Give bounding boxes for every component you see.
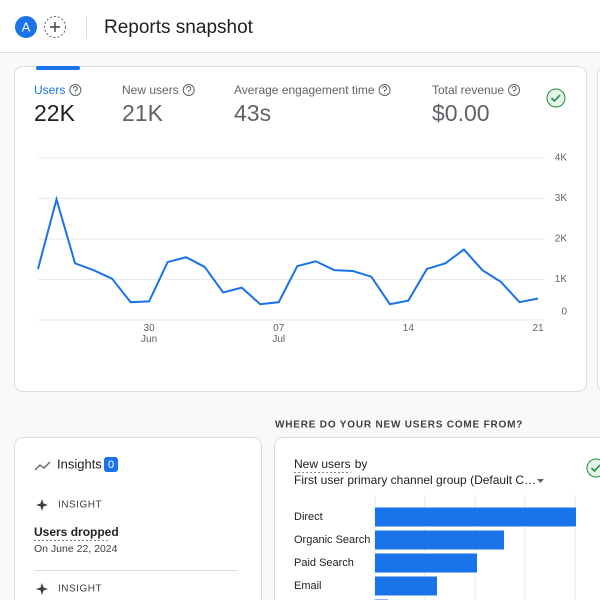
x-tick-label: 07 Jul (272, 323, 285, 345)
x-tick-label: 21 (532, 323, 544, 334)
y-tick-label: 0 (561, 307, 567, 318)
dimension-selector[interactable]: First user primary channel group (Defaul… (294, 473, 536, 487)
avatar[interactable] (15, 16, 37, 38)
y-tick-label: 3K (555, 193, 568, 204)
y-tick-label: 1K (555, 274, 568, 285)
category-label: Direct (294, 511, 323, 523)
bar (375, 576, 437, 596)
add-comparison[interactable] (44, 16, 66, 38)
insight-kicker: INSIGHT (58, 584, 102, 595)
metric-label: New users (122, 83, 179, 97)
insight-kicker: INSIGHT (58, 500, 102, 511)
x-tick-label: 30 Jun (141, 323, 157, 345)
category-label: Email (294, 580, 322, 592)
insight-date: On June 22, 2024 (34, 543, 118, 555)
category-label: Paid Search (294, 557, 354, 569)
plus-icon (50, 22, 60, 32)
status-check (546, 88, 566, 108)
by-label: by (355, 457, 368, 471)
metric-selector[interactable]: New users (294, 457, 351, 471)
insight-title[interactable]: Users dropped (34, 525, 119, 539)
y-tick-label: 2K (555, 234, 568, 245)
category-label: Organic Search (294, 534, 370, 546)
help-icon (508, 84, 521, 96)
bar (375, 507, 576, 527)
check-mark (590, 464, 600, 473)
insights-icon (34, 461, 51, 471)
metric-label: Total revenue (432, 83, 504, 97)
dropdown-arrow[interactable] (537, 479, 544, 483)
metric-label: Average engagement time (234, 83, 375, 97)
metrics: Users 22K New users 21K Average engagement t… (34, 83, 521, 126)
section-title: WHERE DO YOUR NEW USERS COME FROM? (275, 420, 523, 431)
avatar-letter: A (22, 19, 31, 34)
help-icon (378, 84, 391, 96)
metric-value: 21K (122, 100, 164, 126)
help-glyph (381, 85, 388, 94)
metric-value: $0.00 (432, 100, 490, 126)
sparkle-icon (36, 583, 48, 595)
help-glyph (72, 85, 78, 94)
help-icon (69, 84, 82, 96)
side-card (597, 68, 600, 390)
selected-tab-indicator (36, 66, 80, 70)
sparkle-icon (36, 499, 48, 511)
line-series (37, 195, 539, 306)
bar (375, 553, 477, 573)
status-check (586, 458, 600, 478)
insights-count: 0 (108, 459, 114, 471)
page-title: Reports snapshot (104, 17, 254, 38)
insights-title: Insights (57, 456, 102, 471)
metric-value: 22K (34, 100, 76, 126)
overview-card (14, 66, 587, 392)
bar (375, 530, 504, 550)
help-glyph (186, 85, 192, 94)
insights-card (14, 437, 262, 600)
help-glyph (511, 85, 517, 94)
insights-badge (104, 457, 118, 472)
metric-value: 43s (234, 100, 271, 126)
header-bar (0, 0, 600, 52)
help-icon (182, 84, 195, 96)
check-mark (550, 94, 561, 103)
metric-label: Users (34, 83, 65, 97)
x-tick-label: 14 (403, 323, 415, 334)
y-tick-label: 4K (555, 153, 568, 164)
